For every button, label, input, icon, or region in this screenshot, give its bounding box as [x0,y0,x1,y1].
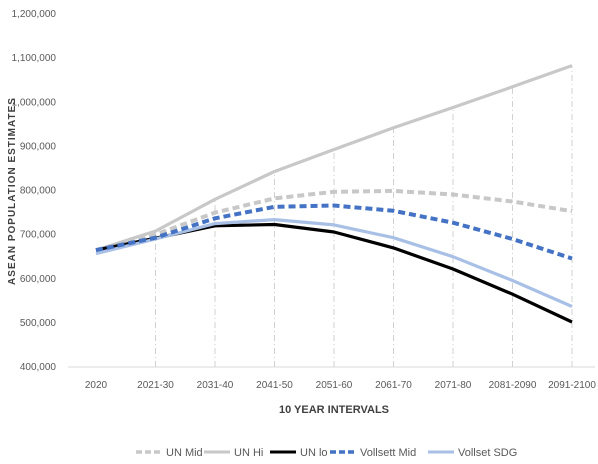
y-tick-label: 600,000 [20,274,57,285]
y-axis-title: ASEAN POPULATION ESTIMATES [7,97,18,285]
y-tick-label: 400,000 [20,362,57,373]
legend-label: UN Mid [166,447,203,459]
y-tick-label: 1,000,000 [12,97,57,108]
x-tick-label: 2041-50 [256,380,293,391]
series-lines [95,64,573,324]
series-line-vollsett-mid [95,203,573,261]
x-axis-tick-labels: 2020 2021-30 2031-40 2041-50 2051-60 2061-70 2… [85,380,596,391]
legend-label: Vollset SDG [458,447,517,459]
x-tick-label: 2021-30 [137,380,174,391]
x-tick-label: 2031-40 [197,380,234,391]
y-tick-label: 1,200,000 [12,9,57,20]
x-tick-label: 2061-70 [375,380,412,391]
y-tick-label: 800,000 [20,186,57,197]
x-axis-title: 10 YEAR INTERVALS [279,404,389,416]
legend-label: UN lo [300,447,328,459]
series-line-vollset-sdg [95,218,573,308]
series-line-un-mid [95,188,573,253]
series-line-un-hi [95,64,573,252]
x-tick-label: 2020 [85,380,108,391]
y-tick-label: 700,000 [20,230,57,241]
y-tick-label: 1,100,000 [12,53,57,64]
x-tick-label: 2071-80 [435,380,472,391]
x-tick-label: 2051-60 [316,380,353,391]
y-tick-label: 900,000 [20,141,57,152]
legend-label: Vollsett Mid [360,447,416,459]
legend: UN Mid UN Hi UN lo Vollsett Mid Vollset SDG [136,447,517,459]
y-tick-label: 500,000 [20,318,57,329]
x-tick-label: 2081-2090 [489,380,537,391]
legend-label: UN Hi [234,447,263,459]
x-tick-label: 2091-2100 [548,380,596,391]
y-axis-tick-labels: 400,000 500,000 600,000 700,000 800,000 900,0… [12,9,57,373]
